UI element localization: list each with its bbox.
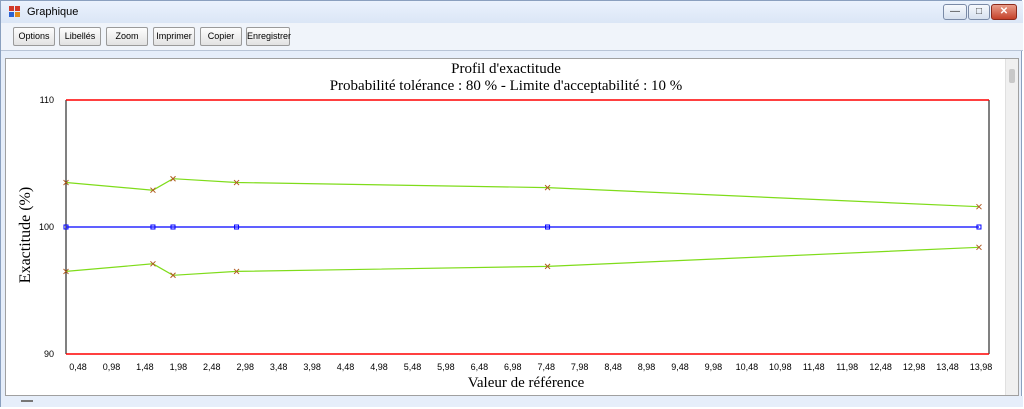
data-point-upper — [233, 179, 240, 186]
data-point-lower — [544, 263, 551, 270]
accuracy-profile-chart: 110 100 90 0,48 0,98 1,48 1,98 2,48 2,98 3,48 3,98… — [17, 95, 993, 391]
x-tick-label: 0,98 — [103, 362, 121, 372]
x-tick-label: 3,48 — [270, 362, 288, 372]
grip-icon — [21, 400, 33, 402]
x-tick-label: 5,98 — [437, 362, 455, 372]
x-tick-label: 0,48 — [69, 362, 87, 372]
x-tick-label: 2,48 — [203, 362, 221, 372]
x-tick-label: 3,98 — [303, 362, 321, 372]
data-point-lower — [150, 260, 156, 267]
x-tick-label: 9,48 — [671, 362, 689, 372]
x-tick-label: 11,98 — [836, 362, 858, 372]
data-point-lower — [976, 244, 982, 251]
chart-area: Profil d'exactitude Probabilité toléranc… — [5, 58, 1019, 396]
window-title: Graphique — [27, 6, 79, 18]
data-point-center — [545, 224, 551, 230]
data-point-upper — [150, 187, 156, 194]
labels-button[interactable]: Libellés — [59, 27, 101, 46]
x-tick-label: 6,48 — [471, 362, 489, 372]
toolbar: Options Libellés Zoom Imprimer Copier En… — [1, 23, 1023, 51]
x-axis-label: Valeur de référence — [468, 375, 585, 391]
x-tick-label: 4,48 — [337, 362, 355, 372]
chart-subtitle: Probabilité tolérance : 80 % - Limite d'… — [329, 78, 683, 94]
minimize-button[interactable]: — — [943, 4, 967, 20]
data-point-center — [976, 224, 982, 230]
x-tick-label: 5,48 — [404, 362, 422, 372]
copy-button[interactable]: Copier — [200, 27, 242, 46]
x-tick-label: 12,48 — [869, 362, 892, 372]
data-point-lower — [233, 268, 240, 275]
data-point-lower — [63, 268, 69, 275]
data-point-center — [234, 224, 240, 230]
title-bar[interactable]: Graphique — □ ✕ — [1, 1, 1023, 23]
y-tick-label: 90 — [44, 349, 54, 359]
x-tick-label: 1,98 — [170, 362, 188, 372]
x-tick-label: 6,98 — [504, 362, 522, 372]
x-tick-label: 10,48 — [736, 362, 759, 372]
data-point-upper — [544, 184, 551, 191]
x-tick-label: 11,48 — [803, 362, 825, 372]
maximize-button[interactable]: □ — [968, 4, 990, 20]
data-point-center — [63, 224, 69, 230]
series-line-lower — [65, 246, 980, 276]
x-tick-label: 1,48 — [136, 362, 154, 372]
series-line-upper — [65, 178, 980, 208]
options-button[interactable]: Options — [13, 27, 55, 46]
print-button[interactable]: Imprimer — [153, 27, 195, 46]
close-button[interactable]: ✕ — [991, 4, 1017, 20]
y-tick-label: 100 — [39, 222, 54, 232]
x-tick-label: 7,98 — [571, 362, 589, 372]
x-tick-label: 8,98 — [638, 362, 656, 372]
x-tick-label: 7,48 — [537, 362, 555, 372]
data-point-center — [150, 224, 156, 230]
scrollbar-thumb[interactable] — [1009, 69, 1015, 83]
y-axis-label: Exactitude (%) — [17, 187, 34, 283]
data-point-center — [170, 224, 176, 230]
data-point-lower — [170, 272, 176, 279]
x-tick-label: 2,98 — [236, 362, 254, 372]
data-point-upper — [976, 203, 982, 210]
x-tick-label: 4,98 — [370, 362, 388, 372]
zoom-button[interactable]: Zoom — [106, 27, 148, 46]
save-button[interactable]: Enregistrer — [246, 27, 291, 46]
x-tick-label: 9,98 — [705, 362, 723, 372]
status-bar — [1, 396, 1023, 407]
x-tick-label: 12,98 — [903, 362, 926, 372]
data-point-upper — [63, 179, 69, 186]
vertical-scrollbar[interactable] — [1005, 59, 1018, 395]
chart-title: Profil d'exactitude — [451, 61, 561, 77]
x-tick-label: 13,98 — [970, 362, 993, 372]
data-point-upper — [170, 175, 176, 182]
app-chart-icon — [9, 6, 21, 18]
x-tick-label: 13,48 — [936, 362, 959, 372]
y-tick-label: 110 — [40, 95, 54, 105]
x-tick-label: 8,48 — [604, 362, 622, 372]
x-tick-label: 10,98 — [769, 362, 792, 372]
